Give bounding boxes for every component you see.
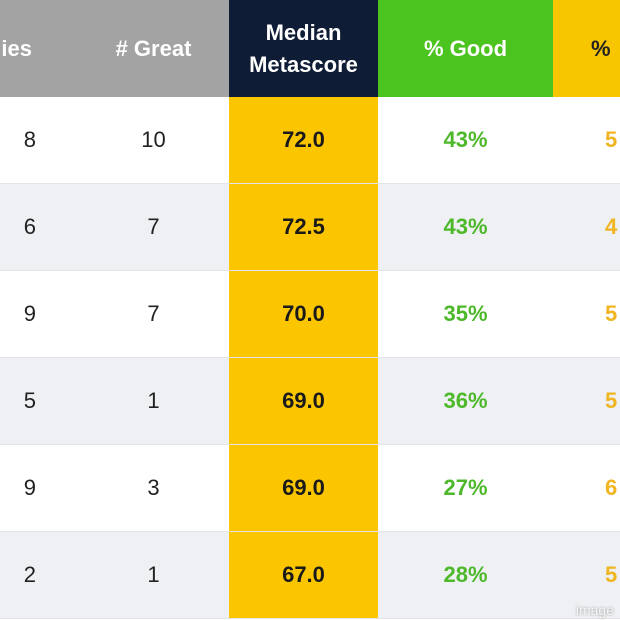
table-cell: 43% (378, 183, 553, 271)
table-row: 5 1 69.0 36% 5 (0, 357, 620, 445)
table-cell: 4 (553, 183, 620, 271)
table-cell: 67.0 (229, 531, 378, 619)
table-cell: 2 (0, 531, 78, 619)
table-cell: 6 (553, 444, 620, 532)
table-cell: 70.0 (229, 270, 378, 358)
table-cell: 5 (553, 357, 620, 445)
table-cell: 1 (78, 531, 229, 619)
table-row: 9 3 69.0 27% 6 (0, 444, 620, 532)
table-cell: 8 (0, 97, 78, 184)
table-cell: 36% (378, 357, 553, 445)
watermark: image (575, 602, 614, 618)
table-cell: 9 (0, 270, 78, 358)
table-row: 8 10 72.0 43% 5 (0, 97, 620, 184)
table-cell: 35% (378, 270, 553, 358)
table-cell: 7 (78, 270, 229, 358)
table-cell: 72.0 (229, 97, 378, 184)
table-cell: 27% (378, 444, 553, 532)
table-cell: 43% (378, 97, 553, 184)
table-cell: 72.5 (229, 183, 378, 271)
table-cell: 5 (553, 270, 620, 358)
table-cell: 69.0 (229, 444, 378, 532)
table-cell: 7 (78, 183, 229, 271)
table-cell: 69.0 (229, 357, 378, 445)
column-header: ies (0, 0, 78, 97)
column-header: # Great (78, 0, 229, 97)
table-cell: 9 (0, 444, 78, 532)
table-row: 9 7 70.0 35% 5 (0, 270, 620, 358)
table-row: 2 1 67.0 28% 5 (0, 531, 620, 619)
table-cell: 5 (553, 531, 620, 619)
table-cell: 3 (78, 444, 229, 532)
table-cell: 28% (378, 531, 553, 619)
table-body: 8 10 72.0 43% 5 6 7 72.5 43% 4 9 7 70.0 35% 5 5 1 69.0 36%… (0, 97, 620, 619)
table-row: 6 7 72.5 43% 4 (0, 183, 620, 271)
column-header: % Good (378, 0, 553, 97)
column-header: Median Metascore (229, 0, 378, 97)
table-cell: 5 (0, 357, 78, 445)
header-row: ies # Great Median Metascore% Good% (0, 0, 620, 97)
table-cell: 10 (78, 97, 229, 184)
column-header: % (553, 0, 620, 97)
table-cell: 6 (0, 183, 78, 271)
table-cell: 5 (553, 97, 620, 184)
table-cell: 1 (78, 357, 229, 445)
